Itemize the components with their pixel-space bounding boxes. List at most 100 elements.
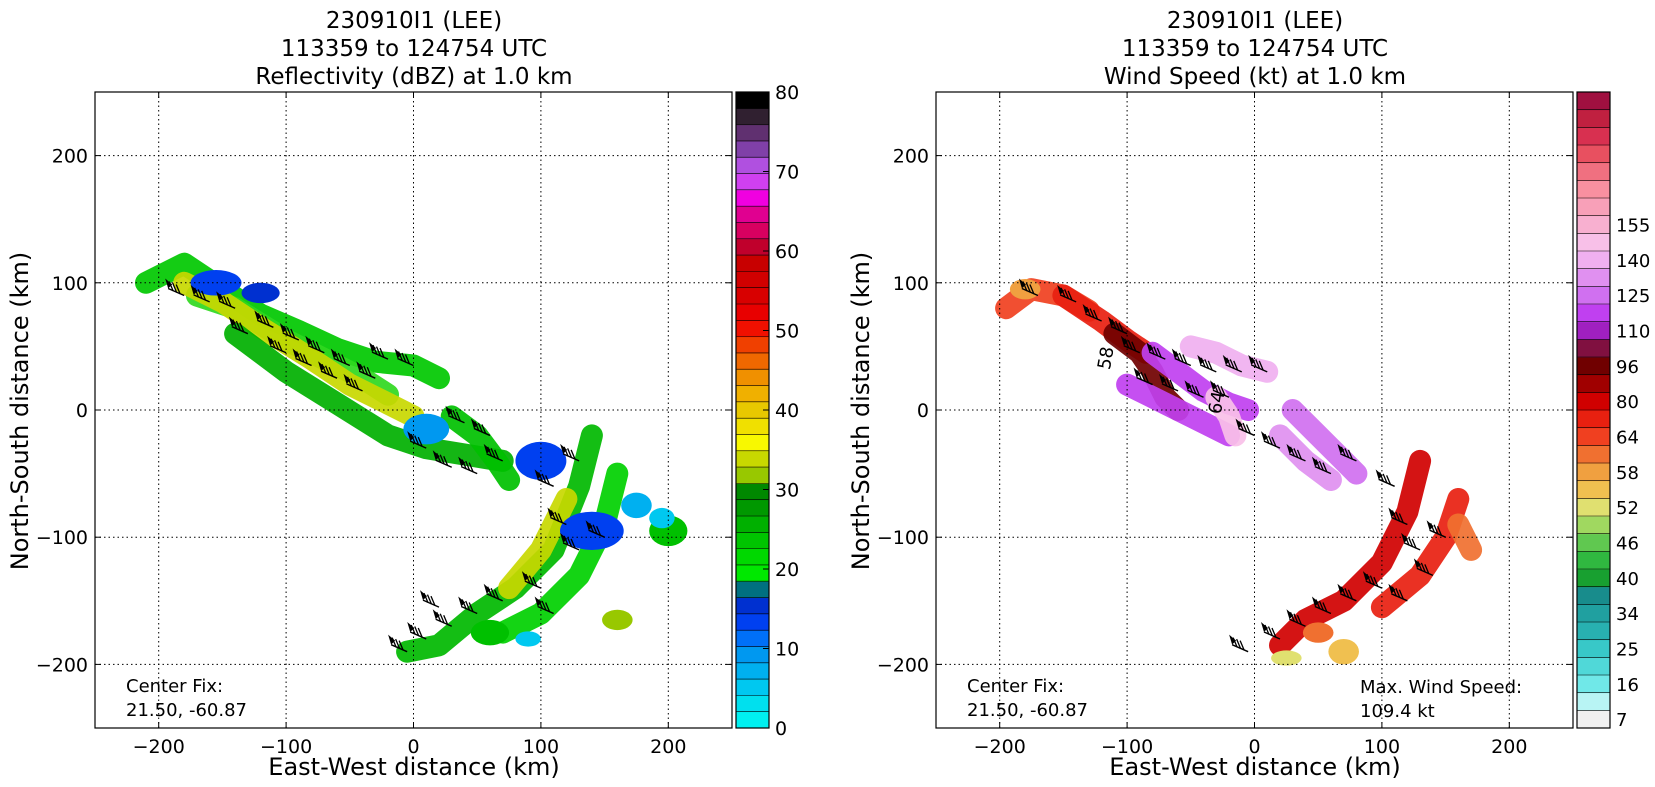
colorbar-segment (736, 564, 769, 582)
wind-barb (165, 278, 185, 297)
colorbar-segment (1577, 92, 1610, 111)
wind-barb (1133, 367, 1153, 386)
colorbar-segment (1577, 145, 1610, 164)
reflectivity-center-fix-value: 21.50, -60.87 (126, 700, 247, 721)
y-tick-label: −200 (877, 654, 929, 676)
colorbar-segment (1577, 657, 1610, 676)
wind-barb (407, 621, 427, 640)
data-region (498, 488, 578, 600)
colorbar-segment (736, 189, 769, 207)
y-tick-label: −100 (36, 527, 88, 549)
data-region (1141, 341, 1260, 421)
colorbar-segment (1577, 410, 1610, 429)
data-region (491, 462, 629, 644)
colorbar-segment (1577, 374, 1610, 393)
colorbar-frame (1576, 91, 1611, 729)
colorbar-segment (1577, 551, 1610, 570)
colorbar-segment (1577, 692, 1610, 711)
wind-barb (1337, 583, 1357, 602)
wind-barb (1197, 354, 1217, 373)
wind-barb (228, 316, 249, 335)
data-region (560, 511, 624, 550)
colorbar-segment (736, 222, 769, 240)
colorbar-segment (736, 532, 769, 550)
colorbar-segment (736, 173, 769, 191)
y-tick-label: −100 (877, 527, 929, 549)
data-region (515, 631, 541, 647)
colorbar-segment (736, 646, 769, 664)
wind-center-fix-label: Center Fix: (967, 676, 1064, 697)
wind-barb (1210, 380, 1230, 398)
colorbar-segment (1577, 622, 1610, 641)
colorbar-segment (736, 499, 769, 517)
x-tick-label: 100 (523, 736, 559, 758)
colorbar-segment (736, 255, 769, 272)
wind-plot-area: 64 58 −200 −100 0 100 200 −200 −100 0 100 200 (877, 91, 1574, 758)
colorbar-tick-label: 80 (775, 82, 799, 104)
colorbar-segment (736, 711, 769, 729)
wind-barb (585, 520, 605, 538)
colorbar-segment (1577, 604, 1610, 623)
data-region (241, 282, 280, 304)
colorbar-segment (1577, 586, 1610, 605)
colorbar-segment (1577, 533, 1610, 552)
colorbar-segment (1577, 233, 1610, 252)
wind-barb (521, 571, 542, 589)
contour-label: 64 (1205, 390, 1230, 416)
colorbar-segment (736, 662, 769, 680)
wind-max-speed-value: 109.4 kt (1360, 701, 1435, 722)
wind-barb (254, 310, 274, 328)
x-tick-label: 100 (1364, 736, 1400, 758)
data-region (470, 619, 510, 646)
colorbar-tick-label: 30 (775, 480, 799, 502)
wind-colorbar: 7 16 25 34 40 46 52 58 64 80 96 110 125 140 155 (1576, 91, 1650, 731)
wind-barb (279, 323, 300, 341)
wind-barb (432, 450, 453, 468)
colorbar-segment (736, 613, 769, 631)
wind-barb (1057, 284, 1077, 303)
wind-barb (483, 583, 503, 602)
y-tick-label: 200 (52, 146, 88, 168)
y-tick-label: 0 (76, 400, 88, 422)
wind-barb (1108, 316, 1128, 335)
wind-barb (318, 361, 338, 379)
data-region (1447, 513, 1483, 561)
colorbar-tick-label: 0 (775, 718, 787, 740)
colorbar-segment (736, 140, 769, 158)
wind-barb (1229, 634, 1249, 653)
x-tick-label: −200 (974, 736, 1026, 758)
wind-barb (1184, 380, 1204, 398)
wind-barb (1337, 443, 1357, 462)
data-region (1328, 638, 1359, 665)
reflectivity-plot-area: −200 −100 0 100 200 −200 −100 0 100 200 (36, 91, 733, 758)
colorbar-tick-label: 110 (1616, 322, 1650, 343)
data-region (1271, 650, 1302, 666)
wind-barb (407, 431, 427, 449)
data-region (1302, 622, 1334, 643)
data-region (1281, 399, 1368, 485)
reflectivity-panel: 230910I1 (LEE) 113359 to 124754 UTC Refl… (6, 8, 799, 781)
colorbar-segment (736, 271, 769, 289)
data-region (602, 609, 633, 631)
colorbar-segment (736, 695, 769, 713)
colorbar-segment (736, 516, 769, 533)
colorbar-segment (1577, 516, 1610, 535)
wind-barb (1362, 571, 1383, 589)
colorbar-segment (736, 206, 769, 223)
colorbar-tick-label: 80 (1616, 392, 1639, 413)
colorbar-segment (1577, 710, 1610, 729)
wind-barb (356, 361, 376, 379)
x-tick-label: 200 (650, 736, 686, 758)
colorbar-segment (1577, 268, 1610, 287)
wind-barb (1426, 520, 1446, 538)
colorbar-segment (736, 630, 769, 647)
wind-barb (534, 596, 554, 615)
wind-barb (445, 405, 465, 424)
wind-barb (1311, 596, 1332, 615)
reflectivity-title-line-3: Reflectivity (dBZ) at 1.0 km (255, 64, 572, 90)
wind-barb (1388, 507, 1408, 526)
y-tick-label: 100 (52, 273, 88, 295)
data-layer (135, 252, 688, 663)
colorbar-tick-label: 40 (1616, 569, 1639, 590)
colorbar-tick-label: 96 (1616, 357, 1639, 378)
